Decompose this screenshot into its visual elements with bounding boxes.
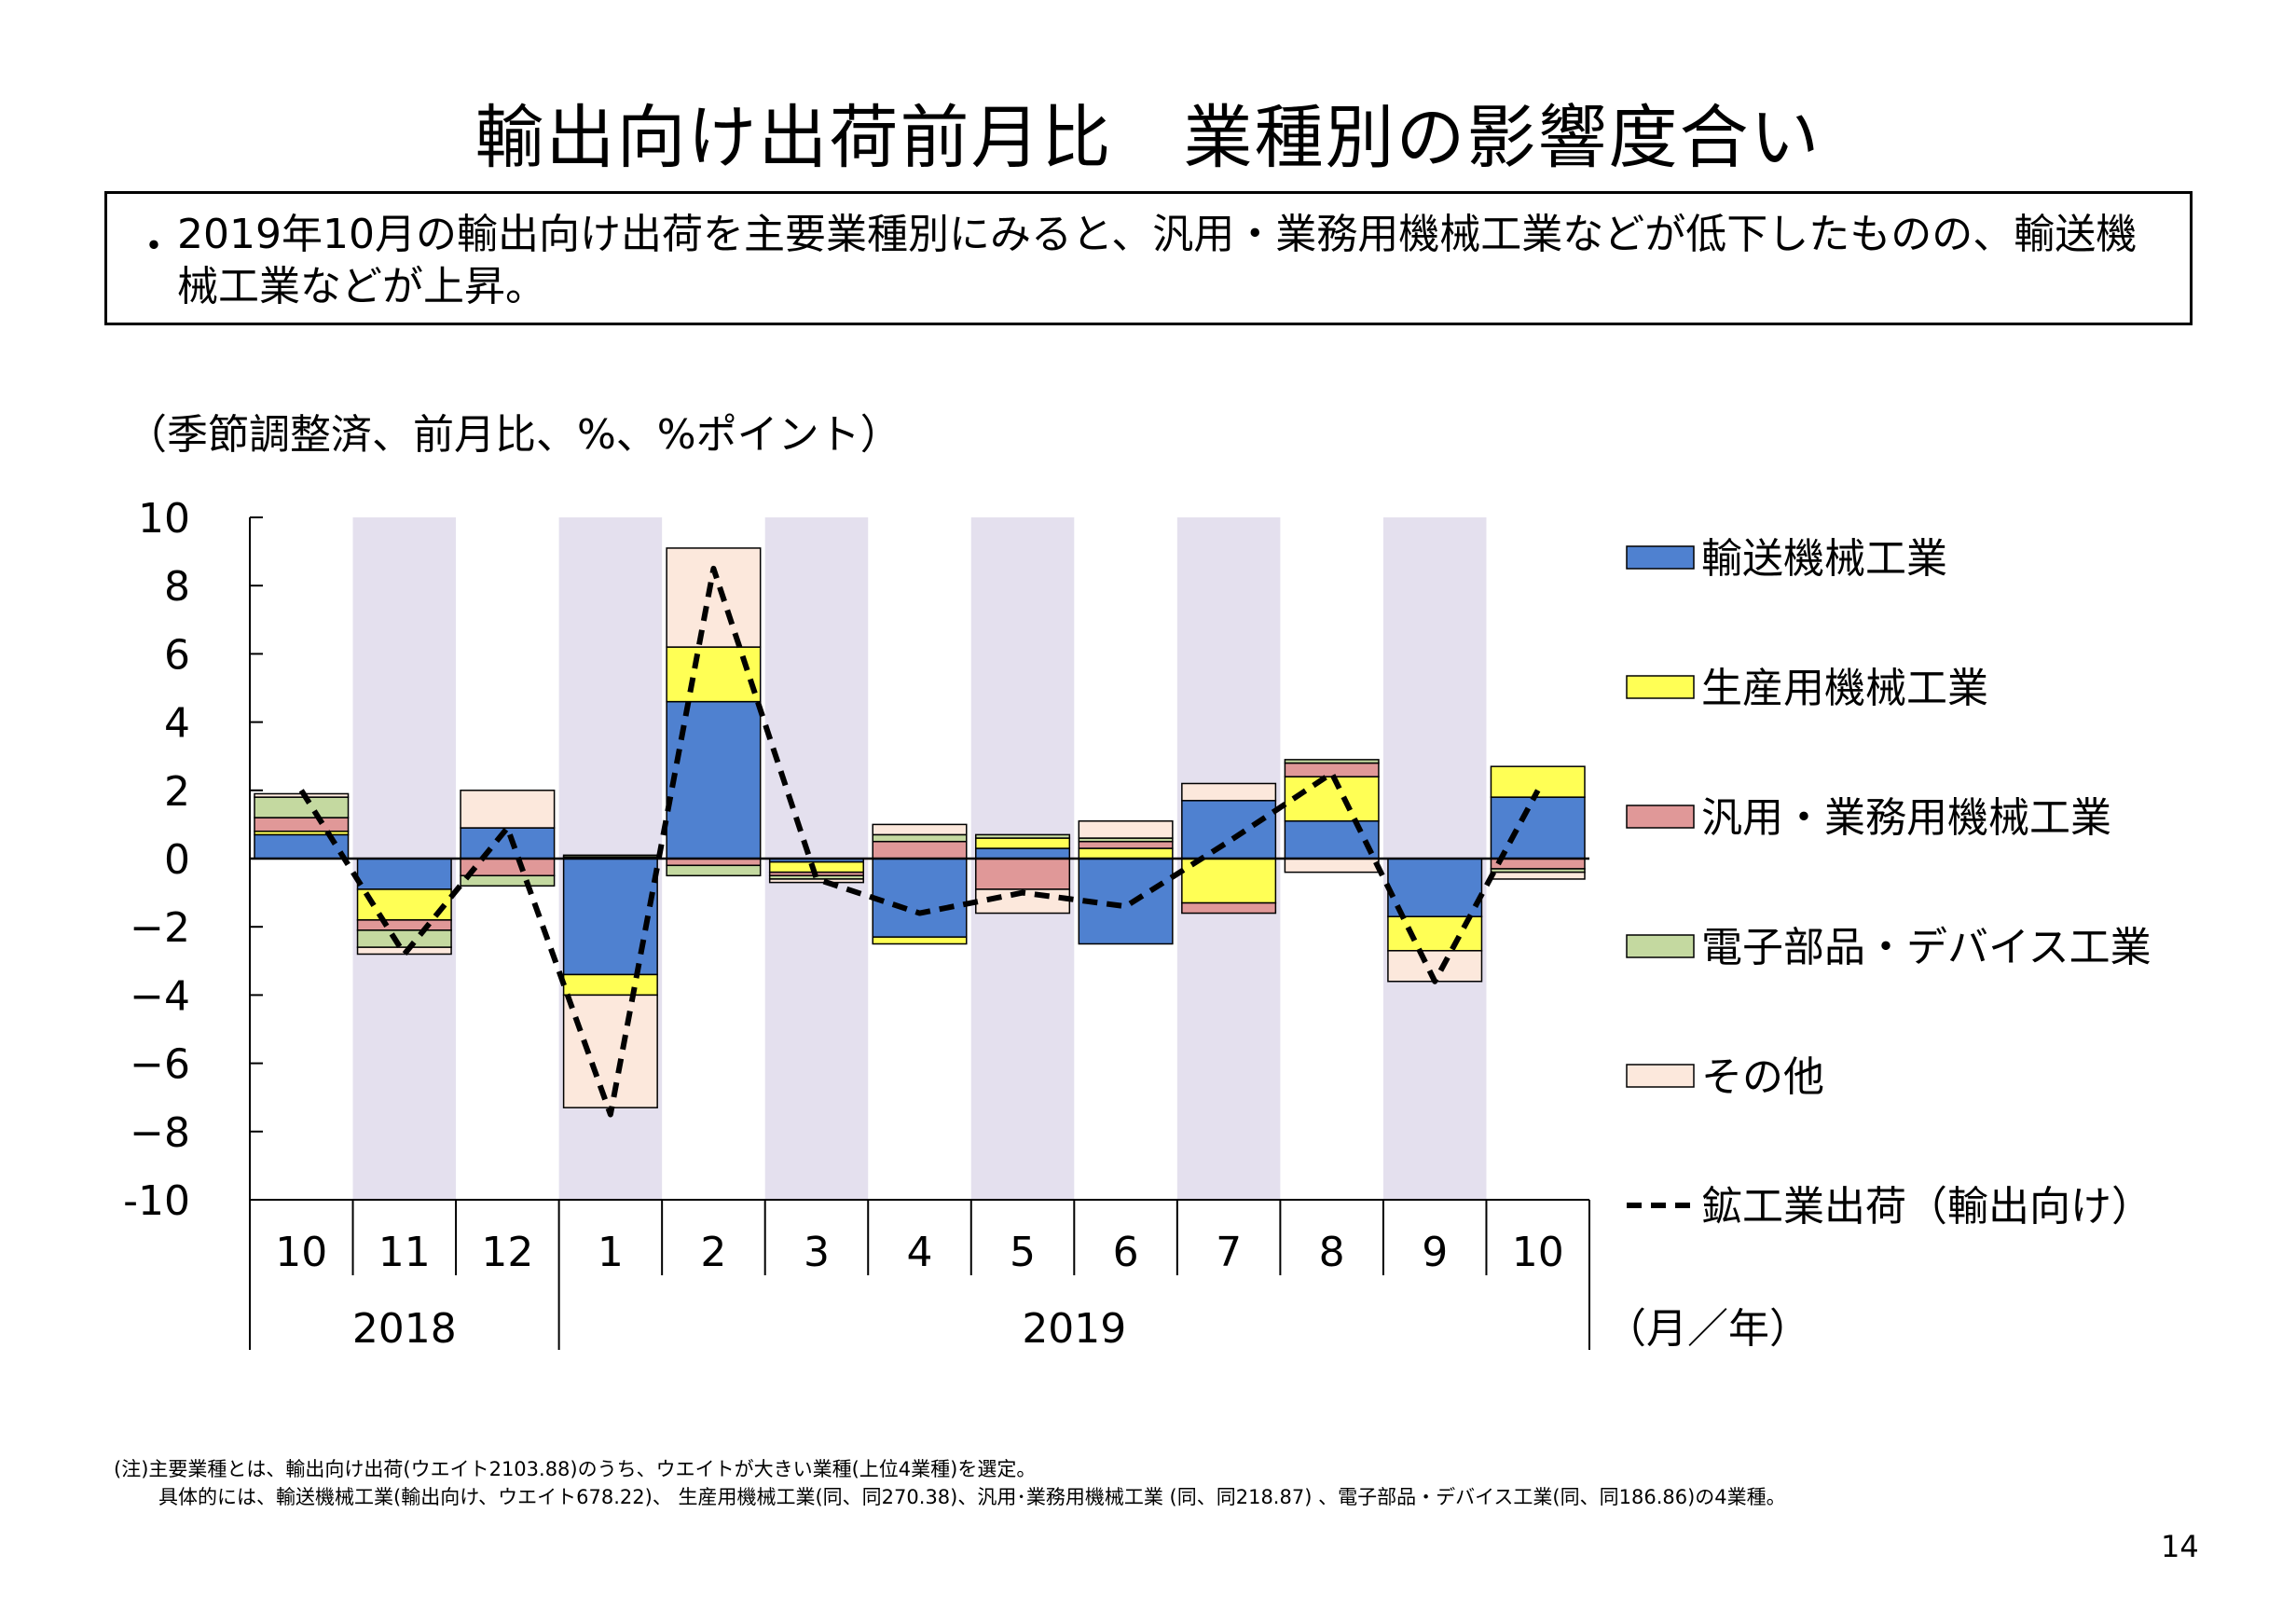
y-tick-label: −2 <box>130 904 190 952</box>
bar-segment-other <box>460 790 556 829</box>
footnote-line-2: 具体的には、輸送機械工業(輸出向け、ウエイト678.22)、 生産用機械工業(同… <box>158 1486 1786 1508</box>
y-tick-label: −4 <box>130 972 190 1020</box>
y-tick-label: 8 <box>164 563 190 611</box>
legend-swatch-transport <box>1626 545 1695 570</box>
summary-box: ・ 2019年10月の輸出向け出荷を主要業種別にみると、汎用・業務用機械工業など… <box>104 191 2193 325</box>
bar-segment-other <box>1078 819 1174 839</box>
bar-segment-transport <box>460 827 556 860</box>
y-tick-label: 6 <box>164 631 190 679</box>
y-tick-label: 2 <box>164 768 190 816</box>
bar-segment-transport <box>562 858 658 976</box>
legend-label-general: 汎用・業務用機械工業 <box>1701 794 2111 842</box>
summary-text: 2019年10月の輸出向け出荷を主要業種別にみると、汎用・業務用機械工業などが低… <box>177 211 2138 310</box>
bar-segment-other <box>562 994 658 1108</box>
x-tick-label: 10 <box>275 1229 327 1276</box>
legend-swatch-other <box>1626 1064 1695 1088</box>
legend-label-electronic: 電子部品・デバイス工業 <box>1701 924 2152 971</box>
legend-label-other: その他 <box>1701 1053 1824 1101</box>
bar-segment-transport <box>1181 800 1277 860</box>
bar-segment-other <box>1284 858 1380 873</box>
bar-segment-general <box>356 919 452 931</box>
x-tick-label: 4 <box>907 1229 933 1276</box>
bar-segment-transport <box>666 700 762 860</box>
bar-segment-transport <box>975 847 1071 860</box>
y-tick-label: −6 <box>130 1041 190 1089</box>
total-shipments-line <box>298 565 1541 1118</box>
bar-segment-general <box>975 858 1071 890</box>
bar-segment-transport <box>1490 796 1586 860</box>
bar-segment-electronic <box>562 854 658 858</box>
bar-segment-production <box>1284 776 1380 822</box>
y-tick-label: 0 <box>164 836 190 884</box>
x-tick-label: 3 <box>804 1229 830 1276</box>
x-tick-label: 12 <box>481 1229 533 1276</box>
x-tick-label: 1 <box>598 1229 624 1276</box>
bar-segment-production <box>975 837 1071 849</box>
bar-segment-electronic <box>356 929 452 948</box>
bar-segment-electronic <box>1284 759 1380 764</box>
bar-segment-other <box>768 878 864 884</box>
x-tick-label: 9 <box>1422 1229 1448 1276</box>
bar-segment-other <box>872 823 968 836</box>
x-tick-label: 11 <box>378 1229 431 1276</box>
page-number: 14 <box>2161 1529 2199 1564</box>
footnote-line-1: (注)主要業種とは、輸出向け出荷(ウエイト2103.88)のうち、ウエイトが大き… <box>114 1458 1037 1480</box>
bar-segment-electronic <box>975 833 1071 839</box>
bar-segment-electronic <box>460 874 556 887</box>
bar-segment-other <box>1490 871 1586 880</box>
bar-segment-electronic <box>254 796 350 818</box>
legend-label-line: 鉱工業出荷（輸出向け） <box>1701 1183 2152 1231</box>
bar-segment-general <box>872 840 968 860</box>
year-label: 2019 <box>1022 1305 1126 1353</box>
x-tick-label: 5 <box>1010 1229 1036 1276</box>
y-tick-label: 10 <box>138 495 190 543</box>
bar-segment-production <box>1078 847 1174 860</box>
bar-segment-transport <box>1284 819 1380 860</box>
bar-segment-transport <box>872 858 968 938</box>
x-unit-label: （月／年） <box>1605 1305 1810 1353</box>
bar-segment-production <box>666 646 762 703</box>
y-tick-label: −8 <box>130 1109 190 1157</box>
bar-segment-transport <box>356 858 452 890</box>
y-tick-label: 4 <box>164 700 190 748</box>
x-tick-label: 10 <box>1512 1229 1564 1276</box>
bar-segment-other <box>666 547 762 648</box>
legend-label-transport: 輸送機械工業 <box>1701 535 1947 583</box>
summary-bullet: ・ <box>133 223 174 270</box>
y-tick-label: -10 <box>123 1177 190 1225</box>
bar-segment-electronic <box>872 833 968 843</box>
bar-segment-transport <box>1387 858 1483 917</box>
unit-label: （季節調整済、前月比、%、%ポイント） <box>126 411 901 459</box>
bar-segment-general <box>1181 901 1277 915</box>
legend-swatch-electronic <box>1626 934 1695 958</box>
bar-segment-general <box>1490 858 1586 870</box>
bar-segment-production <box>1181 858 1277 904</box>
bar-segment-electronic <box>666 864 762 877</box>
legend-label-production: 生産用機械工業 <box>1701 665 1988 712</box>
bar-segment-production <box>872 936 968 945</box>
legend-swatch-production <box>1626 675 1695 699</box>
bar-segment-general <box>1284 762 1380 777</box>
page-title: 輸出向け出荷前月比 業種別の影響度合い <box>474 98 1822 178</box>
x-tick-label: 2 <box>700 1229 726 1276</box>
bar-segment-other <box>1181 782 1277 802</box>
x-tick-label: 6 <box>1113 1229 1139 1276</box>
x-tick-label: 7 <box>1216 1229 1242 1276</box>
bar-segment-production <box>562 973 658 997</box>
legend-swatch-general <box>1626 805 1695 829</box>
bar-segment-general <box>1078 840 1174 849</box>
x-tick-label: 8 <box>1319 1229 1345 1276</box>
bar-segment-general <box>254 817 350 832</box>
year-label: 2018 <box>352 1305 457 1353</box>
